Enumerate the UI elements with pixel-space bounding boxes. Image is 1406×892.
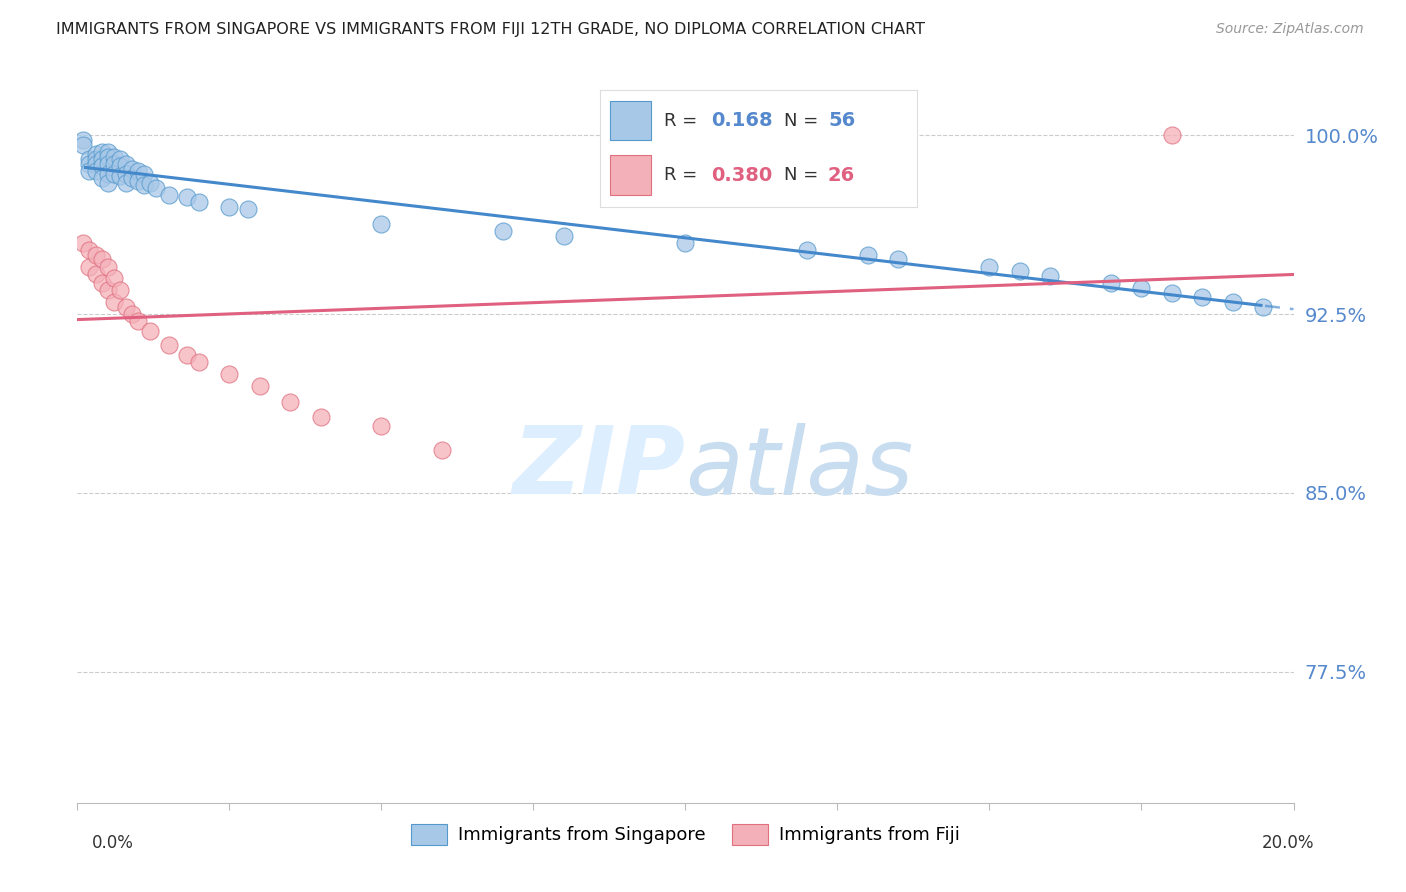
Point — [103, 150, 125, 164]
Text: Source: ZipAtlas.com: Source: ZipAtlas.com — [1216, 22, 1364, 37]
Point — [1161, 285, 1184, 300]
Point — [1008, 264, 1031, 278]
Point — [145, 181, 167, 195]
Point — [97, 260, 120, 274]
Point — [188, 355, 211, 369]
Point — [979, 260, 1001, 274]
Point — [127, 174, 149, 188]
Point — [249, 378, 271, 392]
Point — [103, 295, 125, 310]
Point — [139, 324, 162, 338]
Point — [103, 271, 125, 285]
Point — [108, 283, 131, 297]
Point — [157, 188, 180, 202]
Point — [121, 171, 143, 186]
Point — [103, 167, 125, 181]
Point — [188, 195, 211, 210]
Text: IMMIGRANTS FROM SINGAPORE VS IMMIGRANTS FROM FIJI 12TH GRADE, NO DIPLOMA CORRELA: IMMIGRANTS FROM SINGAPORE VS IMMIGRANTS … — [56, 22, 925, 37]
Point — [1039, 268, 1062, 283]
Point — [121, 307, 143, 321]
Point — [430, 443, 453, 458]
Point — [115, 157, 138, 171]
Point — [796, 243, 818, 257]
Point — [90, 171, 112, 186]
Point — [675, 235, 697, 250]
Point — [127, 314, 149, 328]
Point — [1130, 281, 1153, 295]
Legend: Immigrants from Singapore, Immigrants from Fiji: Immigrants from Singapore, Immigrants fr… — [404, 817, 967, 852]
Point — [84, 267, 107, 281]
Point — [1161, 128, 1184, 143]
Point — [1222, 295, 1244, 310]
Point — [309, 409, 332, 424]
Point — [97, 283, 120, 297]
Point — [84, 247, 107, 261]
Point — [84, 164, 107, 178]
Point — [553, 228, 575, 243]
Point — [90, 160, 112, 174]
Point — [79, 157, 101, 171]
Point — [72, 235, 94, 250]
Point — [84, 157, 107, 171]
Point — [108, 153, 131, 167]
Point — [108, 169, 131, 183]
Point — [1099, 276, 1122, 290]
Point — [1191, 291, 1213, 305]
Point — [97, 150, 120, 164]
Point — [218, 200, 240, 214]
Point — [218, 367, 240, 381]
Point — [84, 147, 107, 161]
Point — [97, 145, 120, 160]
Point — [856, 247, 879, 261]
Text: atlas: atlas — [686, 423, 914, 514]
Point — [134, 167, 156, 181]
Point — [72, 133, 94, 147]
Point — [97, 176, 120, 190]
Point — [79, 243, 101, 257]
Point — [176, 190, 198, 204]
Text: ZIP: ZIP — [513, 423, 686, 515]
Point — [84, 153, 107, 167]
Point — [370, 217, 392, 231]
Point — [72, 137, 94, 152]
Point — [236, 202, 259, 217]
Point — [115, 176, 138, 190]
Point — [90, 252, 112, 267]
Point — [176, 348, 198, 362]
Text: 0.0%: 0.0% — [91, 834, 134, 852]
Point — [121, 161, 143, 176]
Point — [887, 252, 910, 267]
Point — [79, 164, 101, 178]
Point — [278, 395, 301, 409]
Point — [103, 157, 125, 171]
Point — [1251, 300, 1274, 314]
Point — [127, 164, 149, 178]
Point — [79, 153, 101, 167]
Point — [492, 224, 515, 238]
Point — [115, 300, 138, 314]
Point — [97, 167, 120, 181]
Point — [79, 260, 101, 274]
Point — [139, 176, 162, 190]
Point — [97, 157, 120, 171]
Point — [90, 153, 112, 167]
Point — [90, 145, 112, 160]
Point — [108, 160, 131, 174]
Text: 20.0%: 20.0% — [1263, 834, 1315, 852]
Point — [115, 167, 138, 181]
Point — [370, 419, 392, 434]
Point — [157, 338, 180, 352]
Point — [134, 178, 156, 193]
Point — [90, 276, 112, 290]
